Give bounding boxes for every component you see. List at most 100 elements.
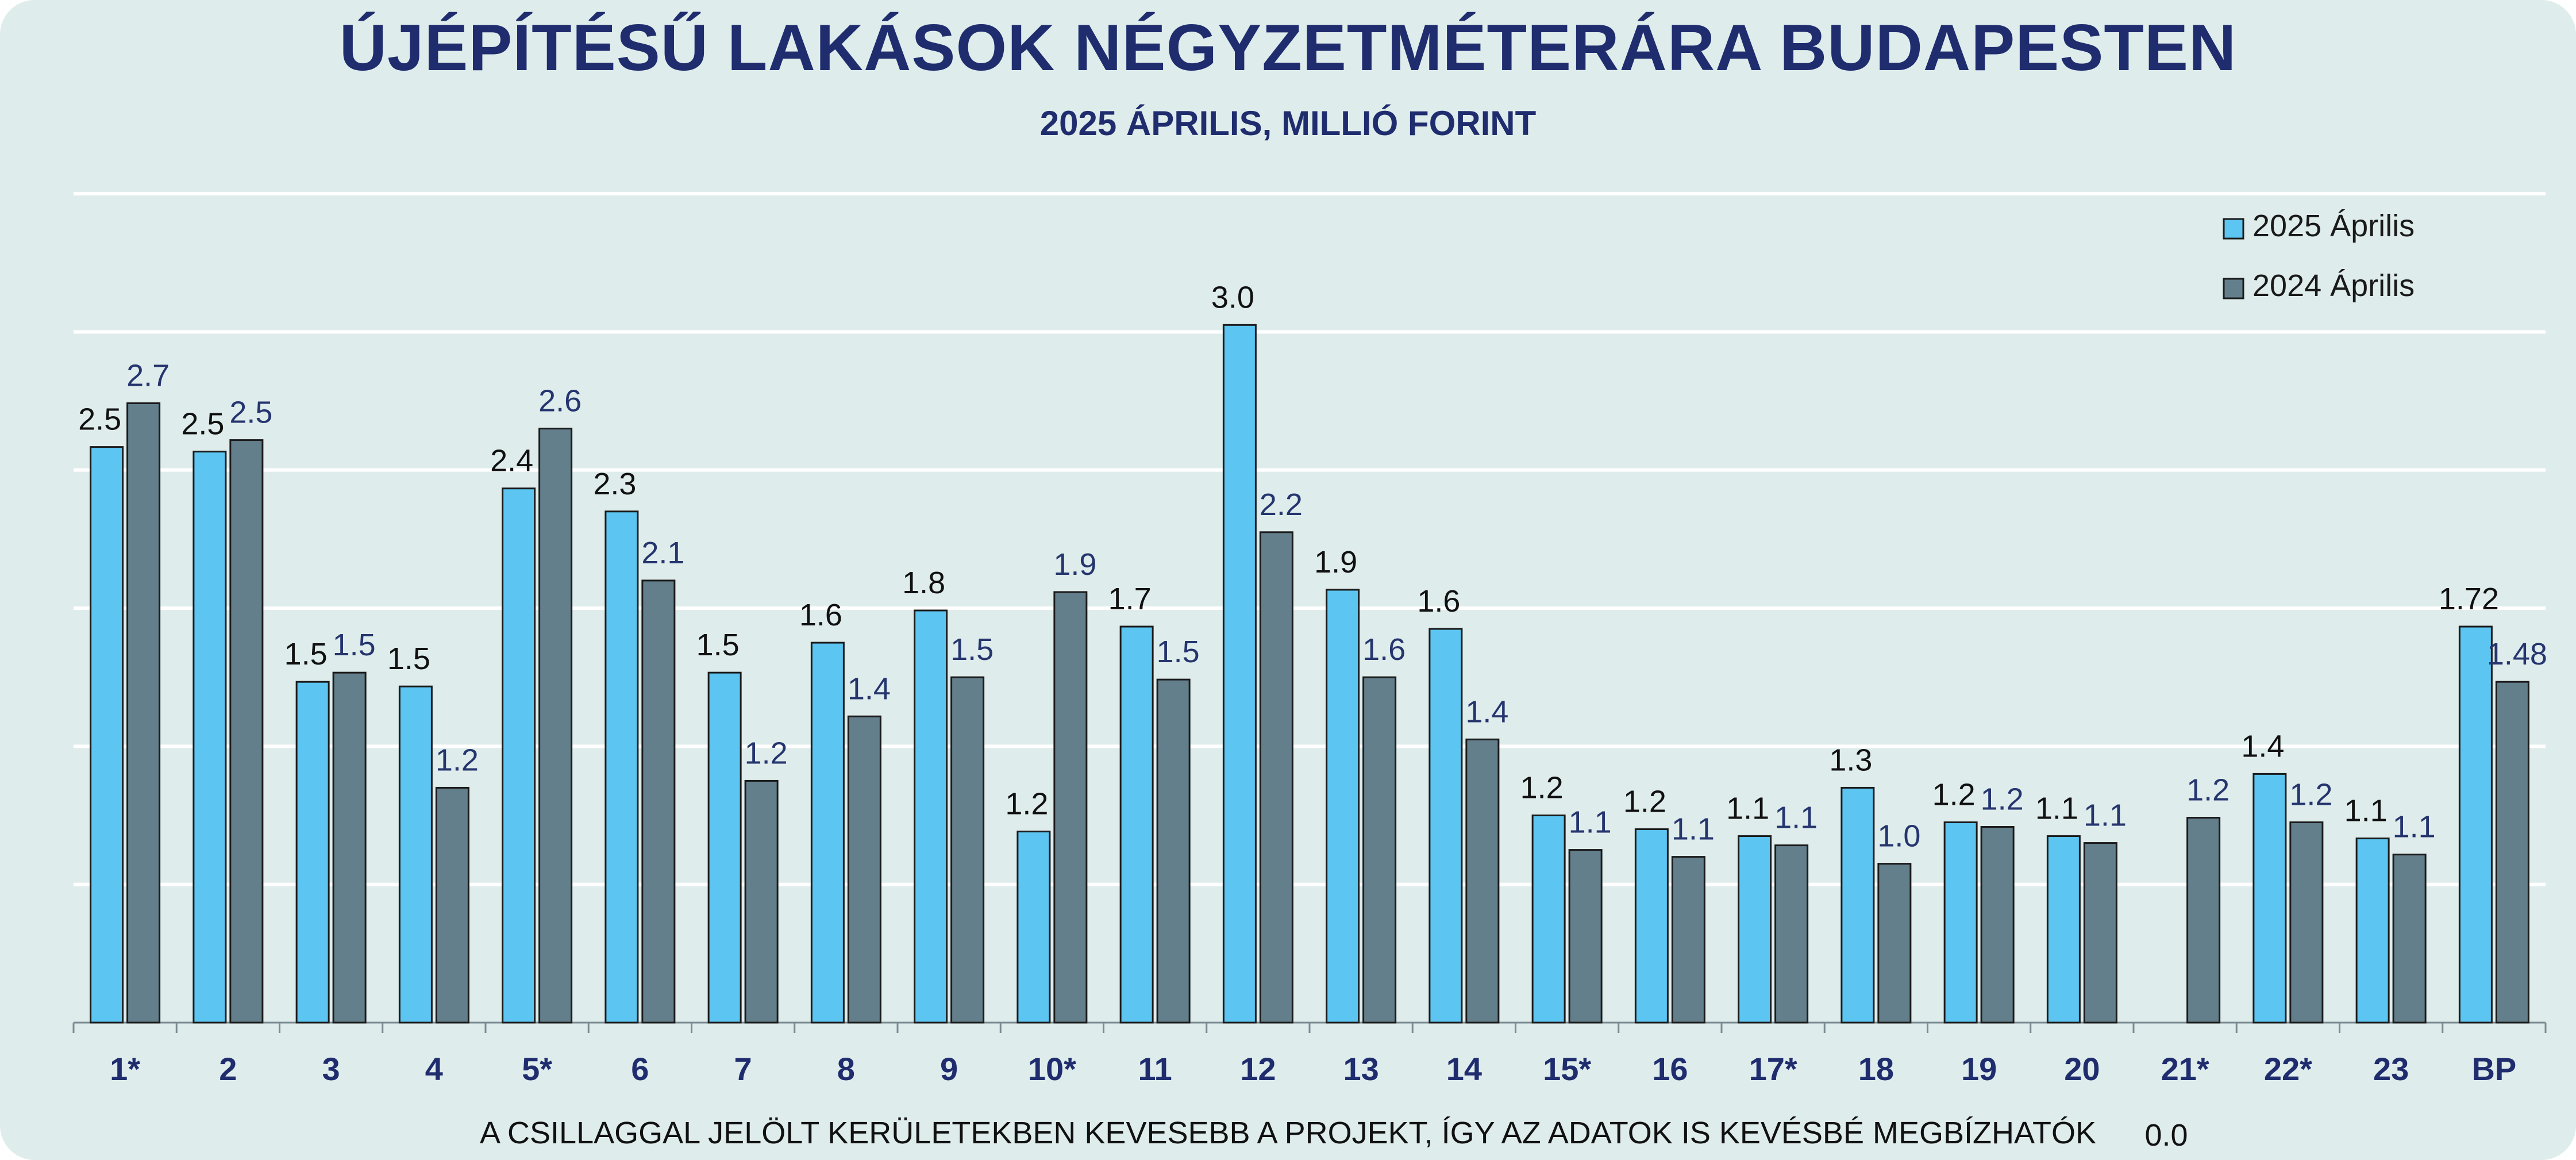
x-tick-label: 15* [1543, 1051, 1591, 1087]
x-tick-label: 18 [1858, 1051, 1894, 1087]
data-label-2024: 2.5 [229, 395, 272, 430]
data-label-2025: 1.7 [1108, 582, 1152, 616]
bar-2025 [1840, 786, 1875, 1024]
x-tick-label: 4 [425, 1051, 443, 1087]
data-label-2025: 1.9 [1314, 545, 1357, 579]
x-tick-label: 21* [2161, 1051, 2209, 1087]
data-label-2024: 1.2 [2289, 778, 2332, 812]
bar-2024 [1156, 678, 1191, 1024]
data-label-2024: 1.1 [2084, 798, 2127, 833]
bar-2025 [604, 510, 639, 1024]
bar-2024 [2083, 842, 2117, 1024]
legend-swatch-2025 [2223, 218, 2244, 240]
data-label-2025: 1.5 [696, 628, 740, 662]
x-tick-label: 1* [110, 1051, 140, 1087]
bar-2025 [1326, 589, 1360, 1024]
data-label-2024: 1.1 [2393, 810, 2436, 844]
data-label-2024: 1.0 [1877, 819, 1920, 854]
bar-2024 [2289, 821, 2324, 1024]
bar-2024 [1877, 863, 1912, 1024]
data-label-2024: 1.1 [1774, 801, 1818, 835]
data-label-2024: 2.6 [538, 384, 582, 418]
bar-2024 [332, 671, 367, 1024]
bar-2025 [1428, 628, 1463, 1024]
x-tick-label: 13 [1343, 1051, 1379, 1087]
x-tick-label: 20 [2064, 1051, 2100, 1087]
x-tick-label: 2 [219, 1051, 237, 1087]
data-label-2024: 1.9 [1053, 547, 1096, 582]
data-label-2025: 2.4 [490, 444, 533, 478]
data-label-2024: 1.2 [745, 736, 788, 770]
bar-2024 [126, 402, 161, 1024]
data-label-2024: 1.4 [848, 671, 891, 706]
bar-2024 [847, 715, 881, 1024]
bar-2024 [1980, 826, 2015, 1024]
data-label-2025: 1.4 [2241, 729, 2284, 763]
data-label-2025: 1.6 [799, 598, 842, 632]
chart-subtitle: 2025 ÁPRILIS, MILLIÓ FORINT [1039, 104, 1537, 143]
bar-2025 [914, 609, 948, 1024]
data-label-2025: 1.2 [1005, 787, 1048, 821]
x-tick-label: 5* [522, 1051, 552, 1087]
bar-2024 [1671, 856, 1705, 1024]
data-label-2024: 1.6 [1362, 632, 1406, 667]
data-label-2024: 1.2 [1981, 782, 2024, 817]
data-label-2025: 1.6 [1417, 584, 1460, 619]
data-label-2025: 1.2 [1932, 778, 1976, 812]
bar-2025 [90, 446, 124, 1024]
bar-2024 [1362, 676, 1397, 1024]
bar-2025 [2355, 838, 2390, 1024]
data-label-2024: 1.5 [333, 628, 376, 662]
bar-2025 [1016, 831, 1051, 1024]
data-label-2025: 1.8 [902, 566, 945, 600]
x-tick-label: 6 [631, 1051, 649, 1087]
x-tick-label: 17* [1749, 1051, 1797, 1087]
data-label-2025: 2.5 [78, 402, 121, 437]
bar-2024 [538, 428, 573, 1024]
chart-title: ÚJÉPÍTÉSŰ LAKÁSOK NÉGYZETMÉTERÁRA BUDAPE… [339, 11, 2237, 84]
bar-2024 [2392, 854, 2427, 1024]
bar-2024 [1774, 844, 1809, 1024]
bar-2024 [641, 579, 676, 1024]
bar-2024 [2186, 817, 2221, 1024]
x-tick-label: 19 [1961, 1051, 1997, 1087]
data-label-2025: 1.3 [1829, 743, 1872, 777]
bar-2025 [2458, 625, 2493, 1024]
x-tick-label: 22* [2264, 1051, 2312, 1087]
x-tick-label: BP [2471, 1051, 2516, 1087]
chart-footnote: A CSILLAGGAL JELÖLT KERÜLETEKBEN KEVESEB… [479, 1116, 2096, 1150]
bar-2025 [295, 681, 330, 1024]
x-tick-label: 23 [2373, 1051, 2409, 1087]
data-label-2025: 3.0 [1211, 280, 1254, 314]
data-label-2025: 1.1 [2344, 794, 2388, 828]
data-label-2024: 1.2 [436, 743, 479, 777]
bar-2024 [744, 779, 779, 1024]
x-tick-label: 10* [1028, 1051, 1076, 1087]
data-label-2025: 2.3 [593, 467, 636, 501]
x-tick-label: 12 [1240, 1051, 1276, 1087]
bar-2025 [192, 451, 227, 1024]
x-tick-label: 14 [1446, 1051, 1482, 1087]
data-label-2024: 1.2 [2186, 773, 2230, 808]
bar-2025 [1119, 625, 1154, 1024]
data-label-2024: 1.1 [1569, 805, 1612, 840]
x-tick-label: 16 [1652, 1051, 1688, 1087]
x-tick-label: 7 [734, 1051, 752, 1087]
bar-2025 [1738, 835, 1772, 1024]
bar-2025 [1943, 821, 1978, 1024]
data-label-2025: 1.72 [2439, 582, 2499, 616]
x-tick-label: 8 [837, 1051, 855, 1087]
bar-2025 [2252, 773, 2287, 1024]
x-tick-label: 3 [322, 1051, 340, 1087]
data-label-2025: 1.1 [1726, 792, 1769, 826]
bar-2024 [1259, 531, 1293, 1024]
legend-swatch-2024 [2223, 278, 2244, 299]
bar-2024 [1053, 591, 1088, 1024]
data-label-2024: 1.5 [950, 632, 994, 667]
bar-2024 [950, 676, 985, 1024]
data-label-2025: 0.0 [2144, 1118, 2188, 1153]
bar-2024 [229, 439, 264, 1024]
data-label-2025: 1.1 [2035, 792, 2078, 826]
bar-2025 [810, 642, 845, 1024]
